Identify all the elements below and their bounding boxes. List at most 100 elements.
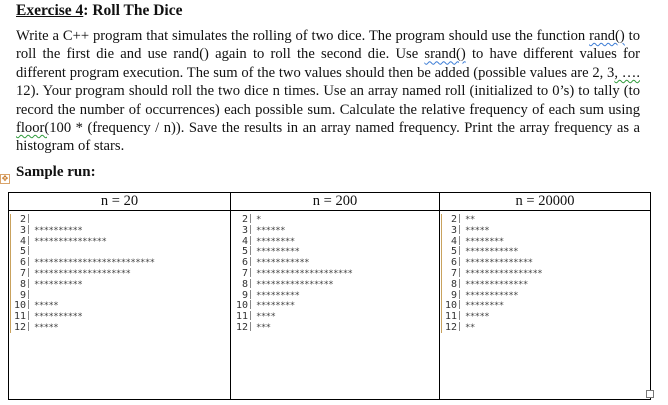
- axis-bar: [28, 278, 29, 288]
- star-bar: ****************: [465, 268, 543, 279]
- sum-label: 3: [19, 224, 26, 236]
- histogram-row: 4 ********: [442, 235, 650, 247]
- ellipsis-grammar-mark: , ….: [614, 64, 640, 81]
- histogram-row: 4 ********: [233, 235, 439, 247]
- histogram-row: 2 **: [442, 214, 650, 225]
- axis-bar: [28, 321, 29, 331]
- sum-label: 5: [19, 246, 26, 258]
- star-bar: ********************: [34, 268, 131, 279]
- axis-bar: [28, 246, 29, 256]
- histogram-row: 5: [11, 246, 230, 257]
- star-bar: **********: [34, 225, 83, 236]
- sum-label: 3: [241, 224, 248, 236]
- axis-bar: [28, 267, 29, 277]
- star-bar: ***********: [465, 290, 519, 301]
- sum-label: 2: [19, 214, 26, 225]
- histogram-row: 2: [11, 214, 230, 225]
- sample-run-heading: Sample run:: [16, 164, 96, 180]
- exercise-label: Exercise 4: [16, 2, 84, 19]
- sum-label: 6: [19, 257, 26, 269]
- sum-label: 10: [444, 300, 457, 312]
- sum-label: 5: [450, 246, 457, 258]
- axis-bar: [250, 278, 251, 288]
- sample-run-table: n = 20 n = 200 n = 20000 2 3 ********** 4 **…: [8, 192, 651, 400]
- star-bar: **********: [34, 312, 83, 323]
- star-bar: *****: [465, 225, 490, 236]
- axis-bar: [459, 214, 460, 223]
- histogram-row: 3 *****: [442, 224, 650, 236]
- axis-bar: [459, 278, 460, 288]
- histogram-row: 12 *****: [11, 321, 230, 333]
- histogram-row: 8 ****************: [233, 278, 439, 290]
- move-arrows-icon[interactable]: ✥: [0, 174, 10, 184]
- histogram-row: 6 **************: [442, 257, 650, 268]
- srand-keyword: srand(): [424, 46, 466, 63]
- axis-bar: [28, 214, 29, 223]
- axis-bar: [28, 289, 29, 299]
- histogram-row: 11 **********: [11, 311, 230, 322]
- axis-bar: [28, 300, 29, 310]
- header-n200: n = 200: [230, 192, 440, 211]
- star-bar: ********: [256, 301, 295, 312]
- star-bar: *****: [34, 322, 59, 333]
- axis-bar: [459, 246, 460, 256]
- exercise-title-text: : Roll The Dice: [83, 2, 183, 19]
- axis-bar: [28, 224, 29, 234]
- histogram-n200: 2 * 3 ****** 4 ******** 5 ********* 6 ***********…: [232, 214, 439, 333]
- star-bar: *************: [465, 279, 528, 290]
- sum-label: 11: [13, 311, 26, 323]
- axis-bar: [250, 311, 251, 321]
- sum-label: 10: [13, 300, 26, 312]
- histogram-row: 10 ********: [442, 300, 650, 311]
- histogram-cell: 2 3 ********** 4 *************** 5 6 **********…: [8, 210, 231, 400]
- axis-bar: [28, 311, 29, 321]
- star-bar: **************: [465, 258, 533, 269]
- histogram-row: 6 *************************: [11, 257, 230, 268]
- histogram-row: 7 ********************: [11, 267, 230, 279]
- star-bar: **********: [34, 279, 83, 290]
- histogram-row: 11 *****: [442, 311, 650, 322]
- axis-bar: [459, 321, 460, 331]
- star-bar: ***********: [465, 247, 519, 258]
- axis-bar: [459, 289, 460, 299]
- histogram-row: 9 *********: [233, 289, 439, 301]
- axis-bar: [28, 235, 29, 245]
- text-segment: to roll the first die and use rand() aga…: [16, 28, 640, 63]
- star-bar: ***: [256, 322, 271, 333]
- star-bar: ********************: [256, 268, 353, 279]
- sum-label: 12: [235, 321, 248, 333]
- histogram-row: 12 **: [442, 321, 650, 333]
- histogram-row: 8 **********: [11, 278, 230, 290]
- histogram-row: 10 *****: [11, 300, 230, 311]
- star-bar: ******: [256, 225, 286, 236]
- axis-bar: [250, 300, 251, 310]
- star-bar: *****: [465, 312, 490, 323]
- histogram-row: 10 ********: [233, 300, 439, 311]
- star-bar: *: [256, 215, 261, 225]
- sum-label: 4: [450, 235, 457, 247]
- histogram-row: 8 *************: [442, 278, 650, 290]
- sum-label: 2: [241, 214, 248, 225]
- sum-label: 4: [241, 235, 248, 247]
- histogram-row: 9: [11, 289, 230, 300]
- histogram-row: 5 ***********: [442, 246, 650, 257]
- sum-label: 8: [19, 278, 26, 290]
- histogram-cell: 2 * 3 ****** 4 ******** 5 ********* 6 ***********…: [230, 210, 440, 400]
- histogram-n20000: 2 ** 3 ***** 4 ******** 5 *********** 6 *********…: [441, 214, 650, 333]
- histogram-row: 12 ***: [233, 321, 439, 333]
- histogram-row: 7 ****************: [442, 267, 650, 279]
- axis-bar: [459, 300, 460, 310]
- axis-bar: [250, 267, 251, 277]
- star-bar: ********: [465, 236, 504, 247]
- sum-label: 6: [450, 257, 457, 269]
- histogram-n20: 2 3 ********** 4 *************** 5 6 **********…: [10, 214, 230, 333]
- resize-square-icon[interactable]: [646, 390, 654, 398]
- axis-bar: [459, 257, 460, 267]
- star-bar: *********: [256, 290, 300, 301]
- axis-bar: [250, 321, 251, 331]
- axis-bar: [459, 235, 460, 245]
- histogram-row: 4 ***************: [11, 235, 230, 247]
- histogram-row: 5 *********: [233, 246, 439, 257]
- sum-label: 5: [241, 246, 248, 258]
- text-segment: 100 * (frequency / n)). Save the results…: [16, 120, 640, 155]
